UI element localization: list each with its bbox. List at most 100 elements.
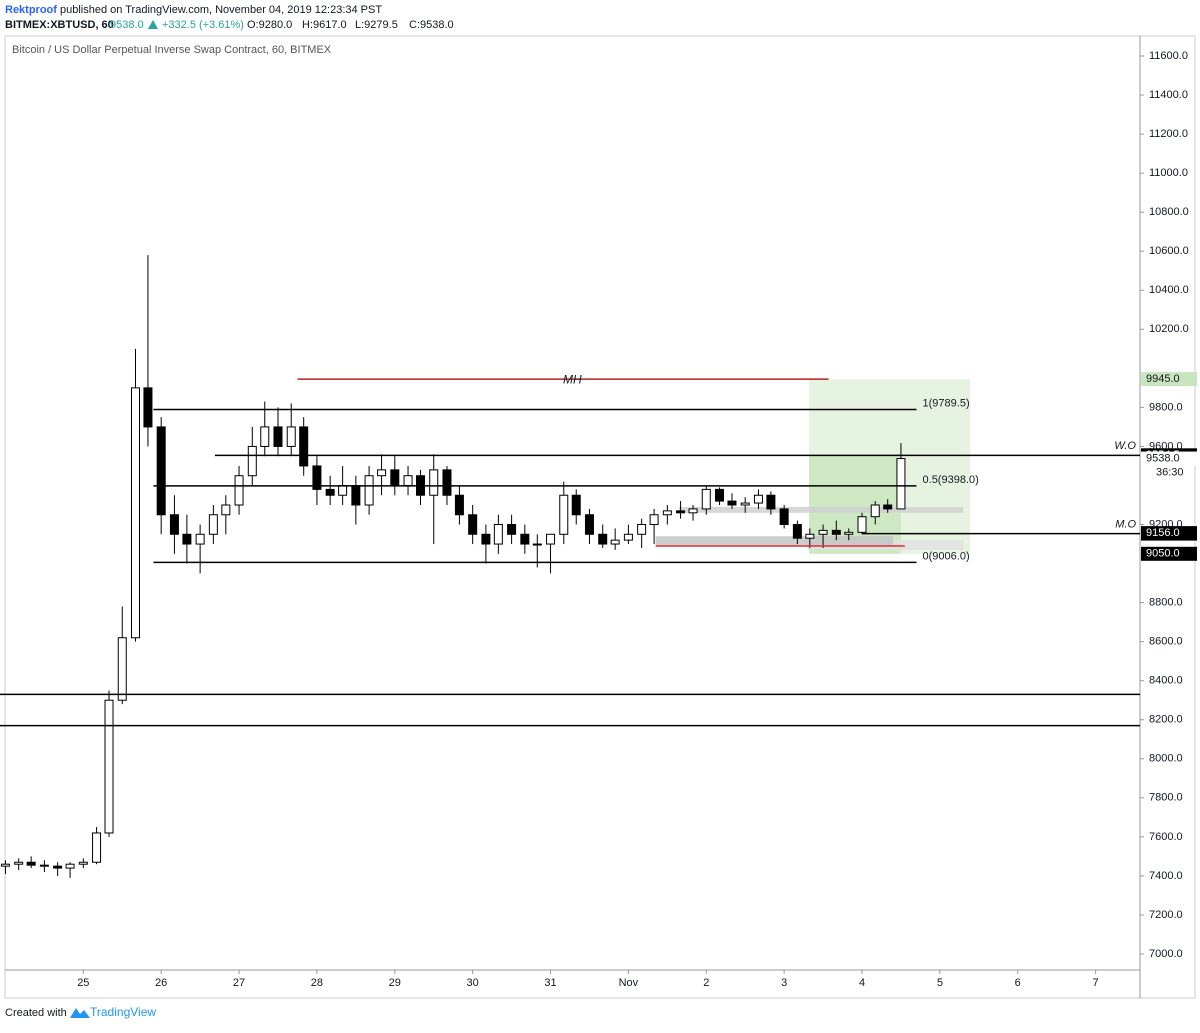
candle-body	[130, 387, 140, 639]
zone	[679, 506, 964, 513]
x-tick-label: 25	[77, 977, 89, 989]
y-tick-label: 8400.0	[1149, 675, 1183, 687]
candle-body	[39, 864, 49, 867]
candle-body	[429, 469, 439, 496]
y-tick-label: 8800.0	[1149, 597, 1183, 609]
author[interactable]: Rektproof	[5, 4, 57, 16]
price-tag	[1141, 546, 1197, 561]
price-tag-label: 9538.0	[1146, 452, 1180, 464]
candle-body	[208, 514, 218, 535]
candle-body	[299, 426, 309, 467]
price-tag	[1141, 526, 1197, 541]
candle-body	[896, 458, 906, 510]
x-tick-label: 2	[703, 977, 709, 989]
x-tick-label: 4	[859, 977, 865, 989]
low: L:9279.5	[355, 19, 398, 31]
candle-body	[857, 516, 867, 533]
price-tag	[1141, 372, 1197, 387]
symbol: BITMEX:XBTUSD, 60	[5, 19, 114, 31]
x-tick-label: 28	[311, 977, 323, 989]
candle-body	[532, 543, 542, 546]
y-tick-label: 10200.0	[1149, 323, 1189, 335]
candle-body	[481, 533, 491, 545]
y-tick-label: 11600.0	[1149, 50, 1188, 62]
candle-body	[818, 529, 828, 535]
candle-body	[649, 514, 659, 526]
y-tick-label: 10800.0	[1149, 206, 1189, 218]
countdown: 36:30	[1156, 466, 1184, 478]
candle-body	[727, 500, 737, 506]
price-tag-label: 9945.0	[1146, 373, 1180, 385]
candle-body	[247, 445, 257, 477]
candle-body	[377, 469, 387, 477]
candle-body	[351, 484, 361, 506]
candle-body	[610, 539, 620, 545]
zone	[655, 536, 894, 546]
chart-title: Bitcoin / US Dollar Perpetual Inverse Sw…	[12, 44, 332, 56]
tv-logo	[70, 1008, 90, 1018]
x-tick-label: Nov	[619, 977, 639, 989]
open: O:9280.0	[247, 19, 292, 31]
level-label: 0(9006.0)	[923, 550, 970, 562]
change: +332.5 (+3.61%)	[162, 19, 244, 31]
candle-body	[715, 488, 725, 502]
y-tick-label: 7800.0	[1149, 792, 1183, 804]
candle-body	[571, 494, 581, 516]
up-arrow	[148, 20, 158, 29]
y-tick-label: 10400.0	[1149, 284, 1189, 296]
candle-body	[403, 475, 413, 486]
candle-body	[65, 863, 75, 869]
y-tick-label: 11200.0	[1149, 128, 1188, 140]
candle-body	[546, 533, 556, 545]
candle-body	[221, 504, 231, 516]
y-tick-label: 7200.0	[1149, 909, 1183, 921]
price-tag	[1141, 451, 1197, 466]
candle-body	[156, 426, 166, 516]
x-tick-label: 29	[389, 977, 401, 989]
candle-body	[169, 514, 179, 535]
y-tick-label: 11400.0	[1149, 89, 1188, 101]
level-label: M.O	[1115, 519, 1136, 531]
level-label: W.O	[1114, 440, 1136, 452]
candle-body	[143, 387, 153, 428]
published: published on TradingView.com, November 0…	[60, 4, 382, 16]
x-tick-label: 3	[781, 977, 787, 989]
y-tick-label: 11000.0	[1149, 167, 1188, 179]
candle-body	[312, 465, 322, 490]
price-tag-label: 9156.0	[1146, 527, 1180, 539]
y-tick-label: 8200.0	[1149, 714, 1183, 726]
x-tick-label: 26	[155, 977, 167, 989]
close: C:9538.0	[409, 19, 454, 31]
candle-body	[0, 863, 10, 867]
candle-body	[805, 533, 815, 539]
candle-body	[507, 524, 517, 535]
x-tick-label: 6	[1015, 977, 1021, 989]
candle-body	[740, 502, 750, 506]
x-tick-label: 7	[1093, 977, 1099, 989]
candle-body	[325, 488, 335, 496]
candle-body	[883, 504, 893, 510]
candle-body	[766, 494, 776, 510]
candle-body	[104, 699, 114, 834]
candle-body	[584, 514, 594, 535]
x-tick-label: 5	[937, 977, 943, 989]
candle-body	[234, 475, 244, 506]
y-tick-label: 8600.0	[1149, 636, 1183, 648]
candle-body	[844, 531, 854, 535]
candle-body	[364, 475, 374, 506]
candle-body	[286, 426, 296, 447]
candle-body	[14, 861, 24, 865]
y-tick-label: 7400.0	[1149, 870, 1183, 882]
y-tick-label: 10600.0	[1149, 245, 1189, 257]
candle-body	[831, 529, 841, 535]
level-label: MH	[563, 372, 582, 386]
candle-body	[662, 510, 672, 516]
created-with: Created with	[5, 1007, 67, 1019]
candle-body	[468, 514, 478, 535]
candle-body	[182, 533, 192, 545]
candle-body	[676, 510, 686, 514]
candle-body	[559, 494, 569, 535]
candle-body	[701, 488, 711, 510]
x-tick-label: 27	[233, 977, 245, 989]
